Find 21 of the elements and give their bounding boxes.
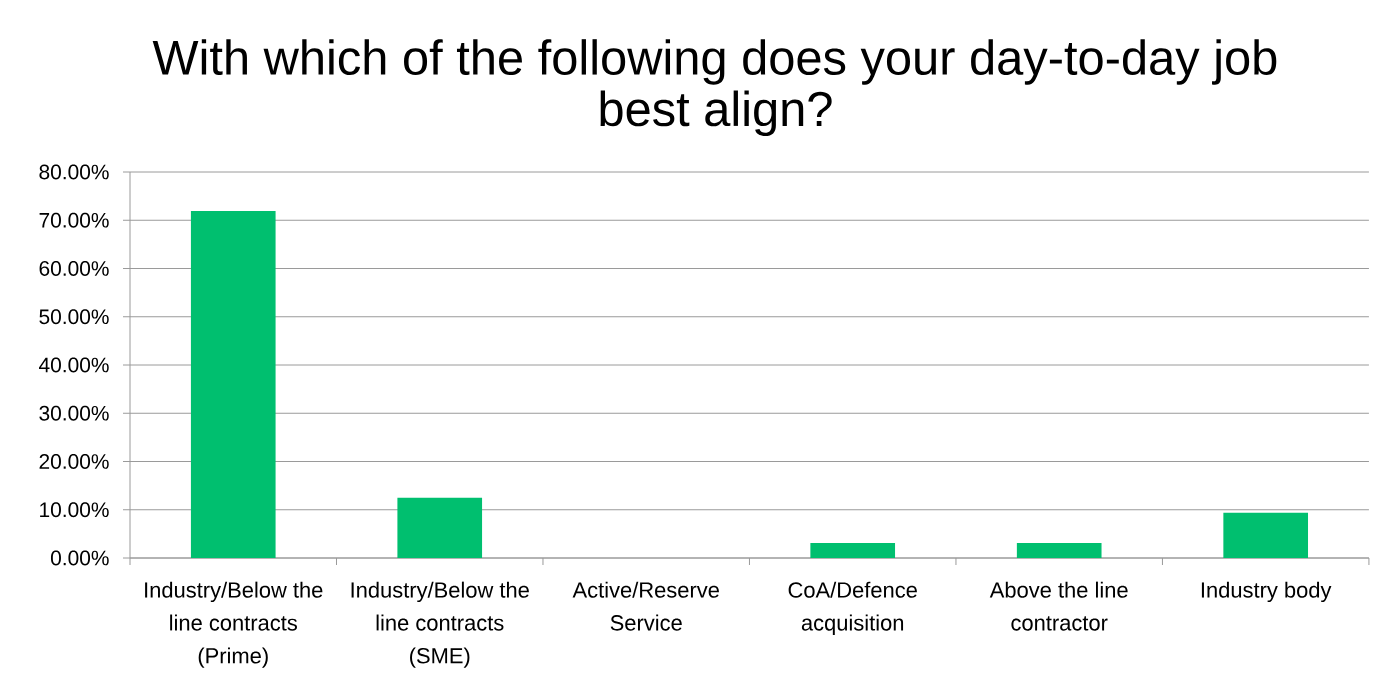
y-tick-label: 50.00% bbox=[39, 309, 109, 325]
y-tick-label: 10.00% bbox=[40, 502, 109, 518]
x-tick-label: Industry body bbox=[1201, 581, 1332, 603]
bar bbox=[397, 497, 483, 558]
bar bbox=[810, 543, 896, 558]
bar bbox=[1016, 543, 1102, 558]
y-tick-label: 20.00% bbox=[39, 454, 109, 469]
y-tick-label: 30.00% bbox=[39, 405, 109, 421]
y-tick-label: 80.00% bbox=[39, 164, 109, 180]
y-tick-label: 40.00% bbox=[39, 357, 109, 373]
y-tick-label: 70.00% bbox=[39, 212, 109, 228]
y-tick-label: 60.00% bbox=[39, 261, 109, 276]
x-tick-label: CoA/Defence acquisition bbox=[788, 581, 917, 635]
x-tick-label: Industry/Below the line contracts (SME) bbox=[351, 581, 529, 668]
bar bbox=[190, 211, 276, 558]
y-tick-label: 0.00% bbox=[50, 550, 109, 566]
chart-title: With which of the following does your day-to-day job best align? bbox=[152, 39, 1277, 136]
x-tick-label: Above the line contractor bbox=[989, 581, 1128, 631]
x-tick-label: Industry/Below the line contracts (Prime) bbox=[145, 581, 323, 668]
x-tick-label: Active/Reserve Service bbox=[572, 581, 719, 631]
bar bbox=[1223, 512, 1309, 558]
